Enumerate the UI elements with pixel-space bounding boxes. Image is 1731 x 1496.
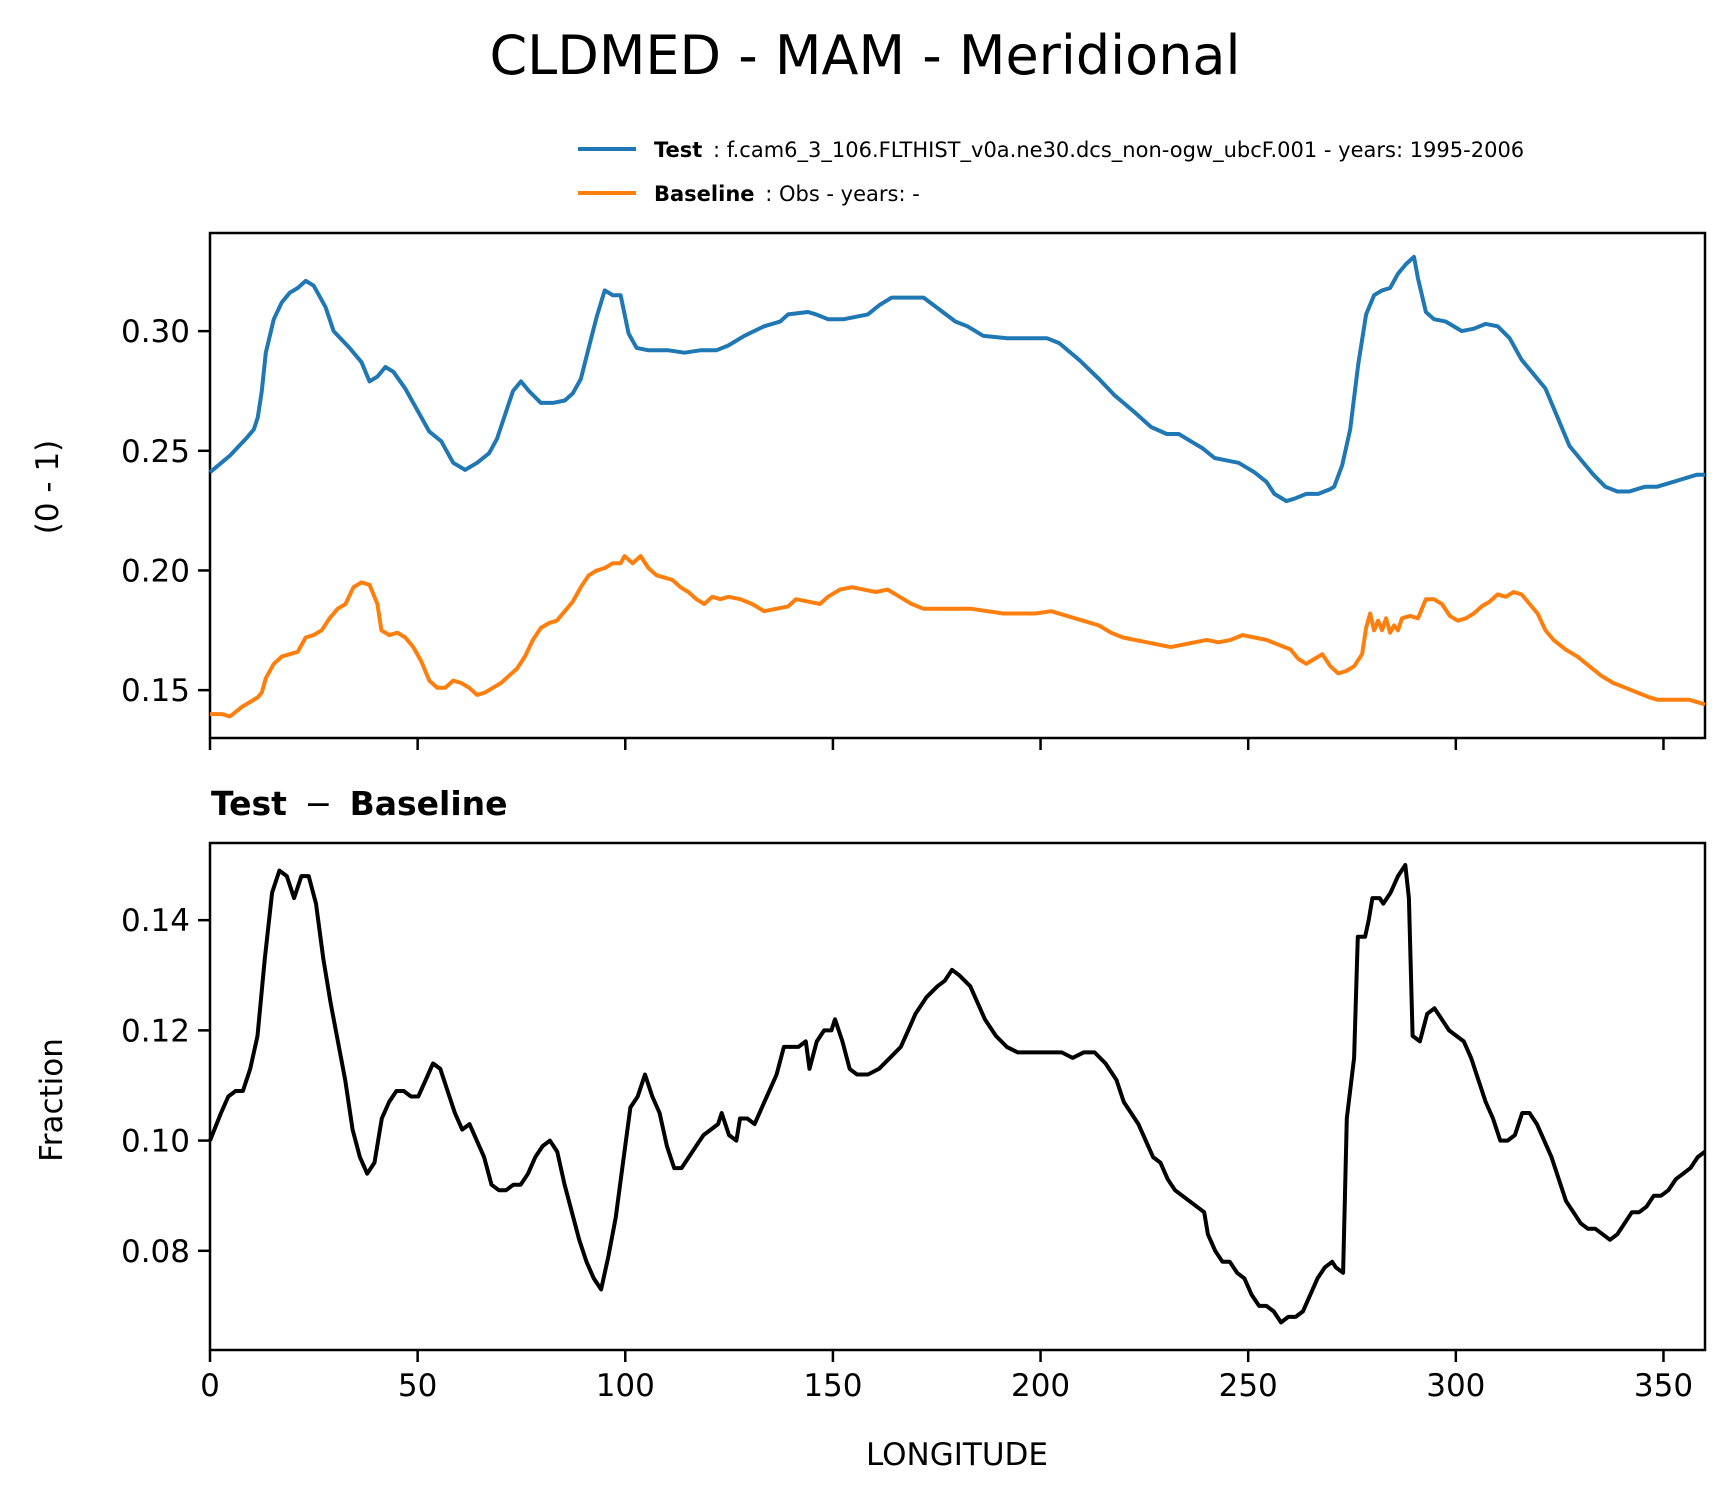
top-ytick-label: 0.20	[121, 553, 190, 589]
top-series-line-test	[208, 254, 1705, 504]
legend-baseline-desc: : Obs - years: -	[765, 182, 920, 206]
bottom-xtick-label: 50	[398, 1368, 437, 1404]
bottom-xtick-label: 250	[1219, 1368, 1278, 1404]
top-ytick-label: 0.30	[121, 314, 190, 350]
bottom-xtick-group: 0 50 100 150 200 250 300 350	[200, 1350, 1693, 1404]
top-ytick-group: 0.15 0.20 0.25 0.30	[121, 314, 210, 709]
bottom-ytick-label: 0.12	[121, 1013, 190, 1049]
bottom-y-axis-label: Fraction	[34, 1038, 70, 1162]
x-axis-label: LONGITUDE	[866, 1437, 1048, 1473]
legend-baseline-entry: Baseline : Obs - years: -	[654, 182, 920, 206]
legend-test-desc: : f.cam6_3_106.FLTHIST_v0a.ne30.dcs_non-…	[713, 138, 1524, 163]
bottom-xtick-label: 100	[596, 1368, 655, 1404]
bottom-ytick-group: 0.08 0.10 0.12 0.14	[121, 903, 210, 1270]
diff-subtitle-test: Test	[211, 784, 287, 823]
bottom-ytick-label: 0.08	[121, 1234, 190, 1270]
bottom-xtick-label: 0	[200, 1368, 220, 1404]
bottom-ytick-label: 0.10	[121, 1124, 190, 1160]
bottom-xtick-label: 300	[1426, 1368, 1485, 1404]
bottom-xtick-label: 150	[803, 1368, 862, 1404]
bottom-xtick-label: 200	[1011, 1368, 1070, 1404]
bottom-ytick-label: 0.14	[121, 903, 190, 939]
top-ytick-label: 0.15	[121, 673, 190, 709]
legend: Test : f.cam6_3_106.FLTHIST_v0a.ne30.dcs…	[578, 138, 1524, 206]
bottom-series-group	[208, 863, 1707, 1325]
bottom-panel: 0 50 100 150 200 250 300 350 0.08 0.10 0.12 0.14 F…	[34, 841, 1707, 1473]
bottom-xtick-label: 350	[1634, 1368, 1693, 1404]
bottom-series-line-test-baseline	[208, 863, 1707, 1325]
diff-subtitle-baseline: Baseline	[350, 784, 508, 823]
top-panel: 0.15 0.20 0.25 0.30 (0 - 1)	[30, 231, 1707, 750]
top-xtick-group	[208, 738, 1665, 750]
diff-panel-subtitle: Test − Baseline	[211, 784, 508, 823]
top-y-axis-label: (0 - 1)	[30, 440, 66, 535]
bottom-panel-frame	[208, 841, 1707, 1352]
legend-test-entry: Test : f.cam6_3_106.FLTHIST_v0a.ne30.dcs…	[654, 138, 1524, 163]
legend-test-label: Test	[654, 138, 702, 162]
top-panel-frame	[208, 231, 1707, 740]
top-series-line-baseline	[210, 554, 1706, 719]
top-series-group	[208, 254, 1706, 719]
figure-title: CLDMED - MAM - Meridional	[489, 24, 1240, 87]
top-ytick-label: 0.25	[121, 434, 190, 470]
legend-baseline-label: Baseline	[654, 182, 755, 206]
diff-subtitle-sep: −	[304, 784, 332, 823]
